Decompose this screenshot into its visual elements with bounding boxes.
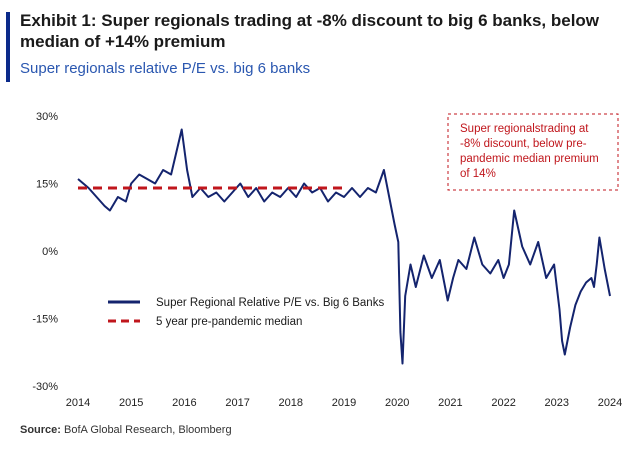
x-tick-label: 2021 [438,397,462,409]
y-tick-label: 0% [42,246,58,258]
relative-pe-line [77,128,611,365]
x-tick-label: 2018 [279,397,303,409]
source-note: Source: BofA Global Research, Bloomberg [20,424,232,436]
y-axis: 30% 15% 0% -15% -30% [32,111,58,393]
x-tick-label: 2022 [491,397,515,409]
legend: Super Regional Relative P/E vs. Big 6 Ba… [108,297,384,328]
chart-subtitle: Super regionals relative P/E vs. big 6 b… [20,60,311,77]
annotation-border [447,113,619,191]
series-layer [77,128,611,365]
y-tick-label: -30% [32,381,58,393]
annotation-text-line: -8% discount, below pre- [460,138,587,150]
x-tick-label: 2014 [66,397,90,409]
title-accent-bar [6,12,10,82]
x-tick-label: 2023 [545,397,569,409]
exhibit-title: Exhibit 1: Super regionals trading at -8… [20,11,600,51]
x-tick-label: 2020 [385,397,409,409]
annotation-text-line: of 14% [460,168,496,180]
annotation-box: Super regionalstrading at -8% discount, b… [447,113,619,191]
source-label: Source: [20,424,61,436]
annotation-text-line: Super regionalstrading at [460,123,589,135]
x-tick-label: 2015 [119,397,143,409]
y-tick-label: -15% [32,314,58,326]
x-tick-label: 2017 [225,397,249,409]
relative-pe-chart: 30%15%0%-15%-30% 2014 2015 2016 2017 2018 201… [32,111,622,409]
legend-label: 5 year pre-pandemic median [156,316,302,328]
legend-label: Super Regional Relative P/E vs. Big 6 Ba… [156,297,384,309]
annotation-text-line: pandemic median premium [460,153,599,165]
y-tick-label: 30% [36,111,58,123]
x-tick-label: 2016 [172,397,196,409]
source-text: BofA Global Research, Bloomberg [60,424,232,436]
x-tick-label: 2024 [598,397,622,409]
x-axis: 2014 2015 2016 2017 2018 2019 2020 2021 2022 2023… [66,397,622,409]
y-tick-label: 15% [36,179,58,191]
x-tick-label: 2019 [332,397,356,409]
